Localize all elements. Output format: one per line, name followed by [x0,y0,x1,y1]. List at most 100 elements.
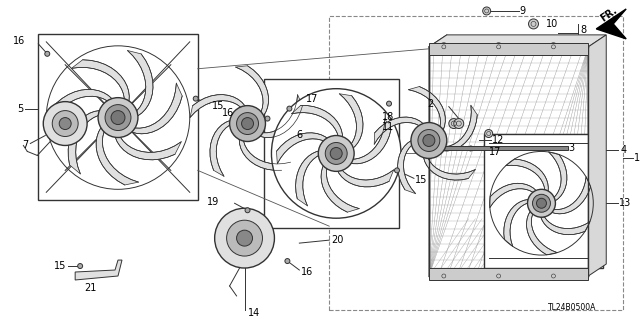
Bar [38,34,198,200]
Circle shape [423,135,435,146]
Text: 11: 11 [382,122,394,131]
Polygon shape [337,169,394,187]
Polygon shape [349,119,391,164]
Circle shape [440,272,448,280]
Polygon shape [72,60,129,101]
Text: 17: 17 [307,94,319,104]
Circle shape [325,143,347,164]
Bar [329,16,623,310]
Circle shape [394,168,399,173]
Polygon shape [190,95,247,117]
Text: 14: 14 [248,308,260,318]
Circle shape [387,101,392,106]
Text: 15: 15 [212,100,224,111]
Text: 16: 16 [301,267,314,277]
Polygon shape [115,137,181,160]
Circle shape [550,272,557,280]
Circle shape [77,263,83,269]
Text: 20: 20 [332,235,344,245]
Circle shape [227,220,262,256]
Circle shape [111,111,125,124]
Polygon shape [256,95,303,137]
Circle shape [237,230,253,246]
Circle shape [193,96,198,101]
Polygon shape [132,83,182,134]
Text: 18: 18 [382,112,394,122]
Circle shape [330,147,342,160]
Text: 6: 6 [296,130,303,139]
Circle shape [449,119,459,129]
Circle shape [271,89,401,218]
Text: 3: 3 [568,144,575,153]
Polygon shape [408,86,445,134]
Circle shape [98,98,138,137]
Polygon shape [68,110,99,174]
Bar [484,134,604,268]
Polygon shape [527,211,557,255]
Polygon shape [423,153,476,180]
Text: 2: 2 [428,99,434,109]
Circle shape [45,51,50,56]
Text: 15: 15 [54,261,66,271]
Polygon shape [588,35,606,276]
Polygon shape [397,139,415,194]
Polygon shape [276,133,329,164]
Polygon shape [429,47,588,276]
Circle shape [265,116,270,121]
Text: 5: 5 [17,104,23,114]
Circle shape [468,146,473,151]
Text: 17: 17 [489,147,501,158]
Circle shape [287,106,292,111]
Circle shape [529,19,538,29]
Polygon shape [506,159,548,191]
Polygon shape [429,35,606,47]
Text: 16: 16 [13,36,26,46]
Polygon shape [548,152,567,201]
Circle shape [44,102,87,145]
Circle shape [318,136,354,171]
Text: 15: 15 [415,175,428,185]
Circle shape [52,111,78,137]
Circle shape [454,119,464,129]
Polygon shape [210,120,234,176]
Polygon shape [374,117,426,144]
Circle shape [536,198,547,208]
Text: 4: 4 [620,145,627,155]
Circle shape [484,130,493,137]
Text: 9: 9 [520,6,525,16]
Circle shape [440,43,448,51]
Circle shape [527,189,556,217]
Text: 1: 1 [634,153,640,163]
Polygon shape [434,146,568,151]
Text: 8: 8 [580,25,586,35]
Text: 7: 7 [22,140,28,151]
Text: TL24B0500A: TL24B0500A [548,303,596,312]
Circle shape [411,122,447,159]
Circle shape [550,43,557,51]
Text: 16: 16 [222,108,235,118]
Polygon shape [429,43,588,55]
Polygon shape [239,135,291,170]
Polygon shape [596,9,626,39]
Circle shape [245,208,250,213]
Circle shape [495,43,502,51]
Circle shape [532,194,550,212]
Text: 10: 10 [545,19,557,29]
Text: 12: 12 [492,136,504,145]
Polygon shape [339,94,363,149]
Circle shape [60,118,71,130]
Polygon shape [490,183,536,208]
Circle shape [285,259,290,263]
Polygon shape [439,105,477,151]
Polygon shape [296,151,321,206]
Polygon shape [541,217,590,235]
Text: FR.: FR. [598,5,619,23]
Text: 13: 13 [619,198,632,208]
Polygon shape [51,89,112,123]
Circle shape [241,118,253,130]
Circle shape [214,208,275,268]
Polygon shape [127,50,153,116]
Polygon shape [429,268,588,280]
Circle shape [237,113,259,135]
Polygon shape [552,177,591,214]
